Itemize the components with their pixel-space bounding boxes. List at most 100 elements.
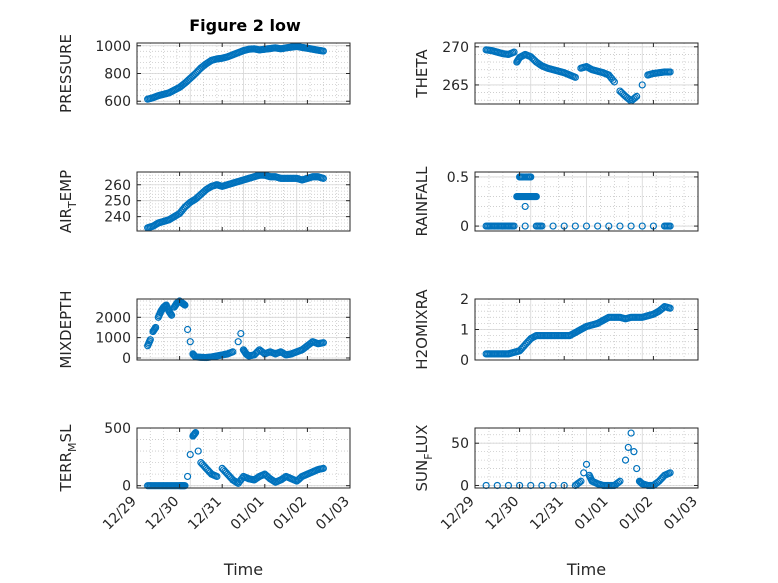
- x-tick-label: 12/31: [185, 494, 225, 534]
- data-point: [580, 469, 588, 477]
- y-tick-label: 0: [122, 479, 131, 495]
- y-tick-label: 600: [104, 94, 131, 110]
- data-point: [630, 448, 638, 456]
- y-axis-label: AIRTEMP: [57, 170, 79, 233]
- x-tick-label: 12/30: [483, 494, 523, 534]
- data-point: [213, 472, 221, 481]
- data-point: [538, 222, 546, 230]
- data-point: [616, 222, 624, 230]
- data-point: [638, 81, 646, 89]
- axes-3-box: [136, 171, 351, 232]
- axes-4-box: [474, 171, 699, 232]
- data-point: [234, 338, 242, 346]
- x-tick-label: 01/03: [661, 494, 701, 534]
- data-point: [666, 304, 674, 312]
- y-tick-label: 1000: [95, 331, 131, 347]
- y-tick-label: 270: [442, 40, 469, 56]
- data-point: [259, 349, 268, 357]
- data-point: [624, 443, 632, 452]
- data-point: [510, 222, 518, 230]
- y-tick-label: 50: [451, 436, 469, 452]
- y-axis-label-subscript: F: [422, 453, 435, 459]
- data-point: [307, 339, 315, 347]
- data-point: [146, 336, 154, 344]
- y-tick-label: 0: [460, 353, 469, 369]
- data-point: [571, 222, 579, 230]
- y-tick-label: 0: [460, 478, 469, 494]
- y-axis-label-subscript: M: [66, 442, 79, 452]
- y-axis-label-main: TERR: [57, 452, 75, 493]
- y-axis-label: MIXDEPTH: [57, 290, 75, 368]
- data-point: [549, 222, 557, 230]
- data-point: [181, 301, 189, 309]
- data-point: [638, 222, 646, 230]
- data-point: [631, 93, 639, 102]
- x-axis-label: Time: [223, 560, 263, 579]
- y-axis-label-subscript: T: [66, 201, 79, 209]
- y-axis-label: THETA: [413, 49, 431, 99]
- y-tick-label: 250: [104, 194, 131, 210]
- y-axis-label: RAINFALL: [413, 166, 431, 237]
- data-point: [191, 429, 200, 437]
- y-tick-label: 1: [460, 323, 469, 339]
- y-tick-label: 0.5: [447, 170, 469, 186]
- data-point: [186, 338, 194, 346]
- x-tick-label: 01/02: [616, 494, 656, 534]
- data-point: [627, 429, 635, 437]
- data-point: [610, 78, 618, 86]
- data-point: [237, 329, 245, 338]
- data-point: [609, 76, 617, 84]
- data-point: [577, 477, 585, 485]
- data-point: [594, 222, 602, 230]
- data-point: [532, 192, 540, 201]
- data-point: [319, 174, 327, 182]
- data-point: [229, 348, 237, 356]
- axes-2-box: [474, 42, 699, 105]
- y-axis-label-rest: SL: [57, 424, 75, 443]
- data-point: [319, 47, 327, 55]
- x-tick-label: 12/30: [143, 494, 183, 534]
- x-tick-label: 01/02: [270, 494, 310, 534]
- data-point: [614, 478, 623, 486]
- figure-title: Figure 2 low: [189, 16, 301, 35]
- data-point: [521, 202, 529, 211]
- x-tick-label: 01/01: [572, 494, 612, 534]
- data-point: [183, 472, 192, 481]
- data-point: [666, 222, 674, 230]
- y-tick-label: 1000: [95, 39, 131, 55]
- data-point: [666, 68, 674, 76]
- data-point: [510, 48, 518, 56]
- y-tick-label: 240: [104, 210, 131, 226]
- data-point: [633, 92, 641, 100]
- data-point: [621, 456, 630, 464]
- data-point: [319, 339, 327, 347]
- data-point: [616, 477, 624, 485]
- y-tick-label: 265: [442, 78, 469, 94]
- data-point: [319, 464, 327, 472]
- data-point: [194, 447, 202, 455]
- axes-8-box: [474, 427, 699, 489]
- data-point: [183, 325, 192, 334]
- data-point: [633, 464, 641, 473]
- data-point: [181, 482, 189, 490]
- x-tick-label: 01/03: [313, 494, 353, 534]
- y-axis-label: SUNFLUX: [413, 425, 435, 492]
- axes-7-box: [136, 427, 351, 489]
- y-tick-label: 0: [122, 351, 131, 367]
- data-point: [152, 323, 160, 332]
- axes-5-box: [136, 298, 351, 361]
- y-tick-label: 500: [104, 421, 131, 437]
- x-axis-label: Time: [566, 560, 606, 579]
- data-point: [521, 222, 529, 230]
- data-point: [582, 460, 591, 468]
- data-point: [527, 173, 535, 181]
- data-point: [582, 222, 591, 230]
- y-tick-label: 2000: [95, 310, 131, 326]
- data-point: [168, 311, 176, 319]
- y-axis-label-main: SUN: [413, 460, 431, 492]
- y-tick-label: 0: [460, 219, 469, 235]
- data-point: [186, 450, 194, 459]
- y-axis-label-rest: LUX: [413, 425, 431, 454]
- x-tick-label: 12/29: [100, 494, 140, 534]
